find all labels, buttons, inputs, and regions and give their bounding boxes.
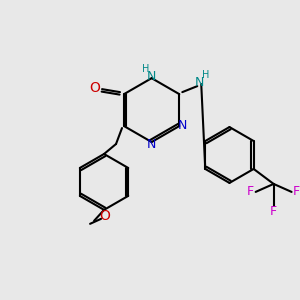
Text: O: O [90, 81, 101, 95]
Text: N: N [147, 70, 156, 83]
Text: F: F [270, 206, 277, 218]
Text: N: N [147, 137, 156, 151]
Text: H: H [202, 70, 209, 80]
Text: F: F [293, 185, 300, 198]
Text: H: H [142, 64, 149, 74]
Text: O: O [100, 209, 110, 223]
Text: F: F [247, 185, 254, 198]
Text: N: N [178, 118, 187, 132]
Text: N: N [195, 76, 204, 89]
